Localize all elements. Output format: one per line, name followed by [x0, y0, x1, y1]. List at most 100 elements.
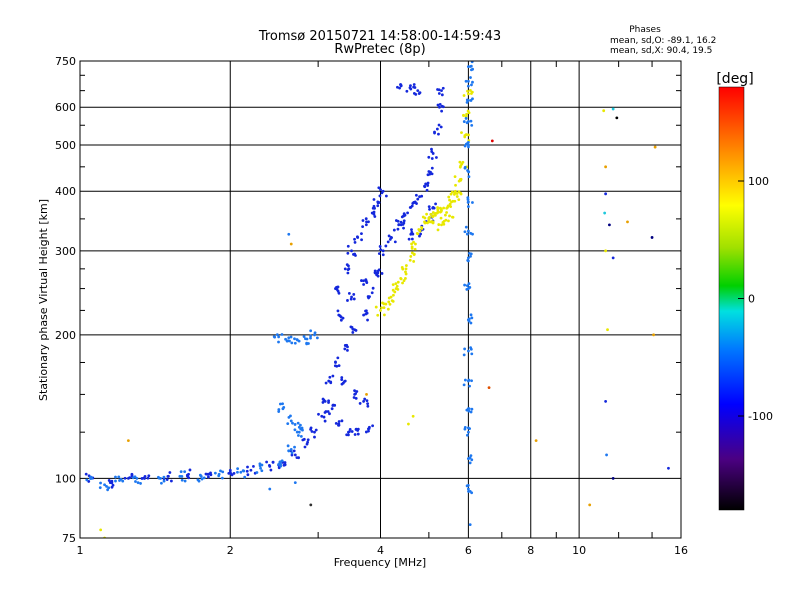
- data-point: [467, 490, 470, 493]
- data-point: [239, 470, 243, 474]
- data-point: [165, 478, 169, 481]
- data-point: [364, 278, 368, 282]
- data-point: [534, 439, 538, 443]
- data-point: [360, 238, 363, 242]
- data-point: [437, 223, 441, 226]
- data-point: [386, 240, 390, 244]
- data-point: [468, 286, 472, 289]
- data-point: [391, 283, 395, 286]
- data-point: [348, 430, 351, 434]
- data-point: [362, 283, 366, 286]
- data-point: [110, 485, 114, 489]
- data-point: [402, 212, 406, 216]
- data-point: [295, 338, 299, 341]
- data-point: [134, 480, 137, 483]
- y-tick-label: 600: [55, 101, 76, 114]
- data-point: [356, 432, 360, 436]
- data-point: [290, 453, 294, 457]
- data-point: [290, 341, 294, 345]
- data-point: [368, 295, 371, 299]
- data-point: [466, 487, 470, 491]
- data-point: [467, 145, 470, 149]
- data-point: [355, 390, 359, 393]
- data-point: [358, 402, 362, 405]
- data-point: [328, 375, 332, 379]
- data-point: [438, 210, 442, 214]
- data-point: [440, 89, 443, 93]
- data-point: [410, 245, 414, 249]
- data-point: [392, 293, 395, 297]
- data-point: [431, 215, 435, 218]
- data-point: [428, 220, 432, 224]
- data-point: [436, 210, 440, 214]
- data-point: [626, 220, 629, 224]
- data-point: [440, 109, 444, 113]
- data-point: [430, 157, 434, 160]
- data-point: [468, 427, 471, 431]
- data-point: [346, 349, 349, 352]
- data-point: [198, 473, 202, 477]
- data-point: [396, 288, 400, 291]
- data-point: [364, 430, 368, 434]
- data-point: [381, 249, 385, 253]
- data-point: [465, 100, 469, 104]
- data-point: [376, 313, 380, 317]
- data-point: [110, 481, 114, 485]
- data-point: [324, 381, 328, 385]
- data-point: [119, 477, 123, 481]
- data-point: [313, 435, 316, 439]
- data-point: [439, 125, 443, 129]
- data-point: [168, 471, 172, 474]
- data-point: [286, 339, 290, 343]
- data-point: [462, 353, 466, 357]
- data-point: [346, 268, 350, 272]
- data-point: [410, 230, 414, 234]
- data-point: [466, 140, 470, 144]
- data-point: [440, 223, 443, 227]
- data-point: [331, 374, 335, 378]
- data-point: [340, 376, 344, 379]
- data-point: [459, 192, 463, 196]
- data-point: [463, 378, 467, 382]
- data-point: [428, 172, 432, 176]
- data-point: [426, 181, 430, 185]
- data-point: [167, 474, 170, 478]
- data-point: [471, 201, 474, 204]
- data-point: [337, 364, 341, 368]
- data-point: [340, 419, 344, 423]
- data-point: [396, 280, 400, 284]
- data-point: [372, 204, 376, 208]
- data-point: [353, 389, 356, 393]
- data-point: [408, 258, 412, 262]
- data-point: [431, 211, 435, 214]
- data-point: [324, 410, 328, 413]
- data-point: [396, 227, 400, 231]
- data-point: [336, 285, 340, 289]
- data-point: [293, 428, 297, 432]
- data-point: [447, 195, 451, 199]
- data-point: [323, 419, 327, 423]
- y-tick-label: 400: [55, 185, 76, 198]
- data-point: [260, 469, 264, 473]
- data-point: [386, 307, 390, 311]
- data-point: [353, 240, 357, 244]
- data-point: [458, 165, 462, 169]
- data-point: [467, 175, 471, 179]
- data-point: [374, 305, 378, 309]
- data-point: [460, 162, 464, 166]
- data-point: [467, 282, 471, 286]
- data-point: [468, 456, 472, 460]
- data-point: [399, 276, 403, 280]
- data-point: [269, 468, 273, 472]
- data-point: [299, 434, 303, 438]
- data-point: [604, 165, 608, 169]
- data-point: [162, 479, 166, 483]
- data-point: [604, 400, 608, 403]
- data-point: [367, 427, 371, 430]
- x-tick-label: 8: [527, 544, 534, 557]
- data-point: [466, 256, 470, 260]
- data-point: [352, 297, 356, 301]
- data-point: [328, 412, 331, 416]
- data-point: [341, 316, 345, 320]
- data-point: [465, 284, 469, 288]
